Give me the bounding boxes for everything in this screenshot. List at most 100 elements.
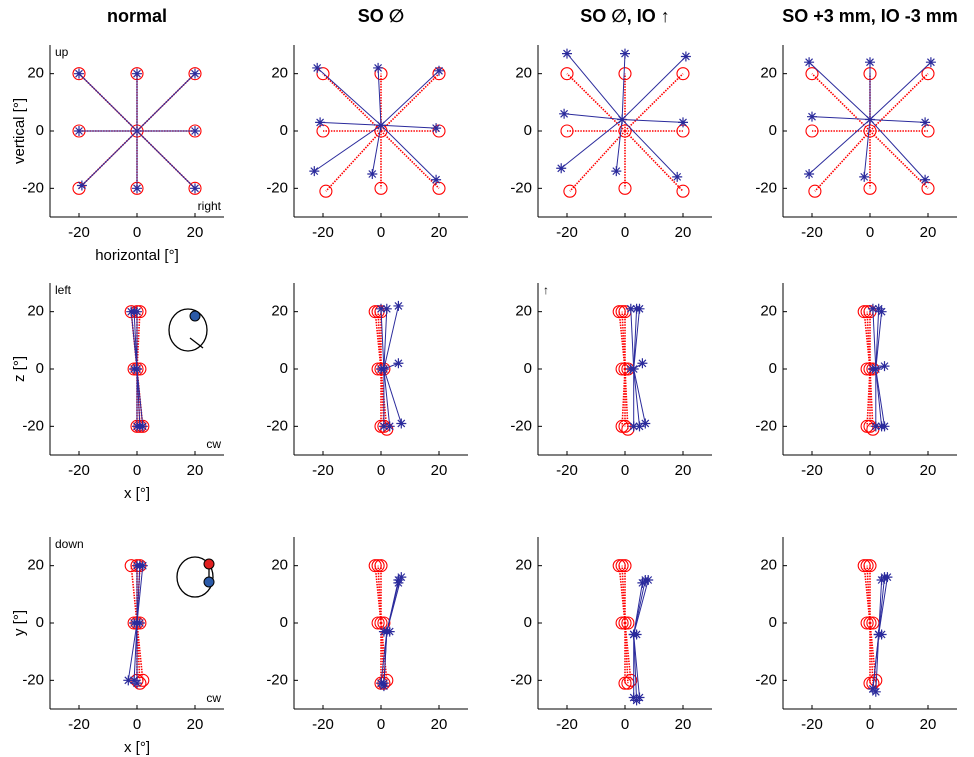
y-tick-label: 20 (760, 303, 777, 320)
star-marker (640, 418, 650, 428)
ray (314, 125, 381, 171)
star-marker (617, 115, 627, 125)
subplot-title: SO +3 mm, IO -3 mm (782, 6, 958, 26)
x-tick-label: 20 (675, 224, 692, 241)
x-tick-label: -20 (801, 716, 823, 733)
ray (82, 131, 137, 185)
ray (137, 74, 195, 131)
star-marker (434, 66, 444, 76)
star-marker (385, 627, 395, 637)
y-tick-label: 20 (271, 65, 288, 82)
y-tick-label: -20 (22, 179, 44, 196)
star-marker (926, 57, 936, 67)
star-marker (611, 166, 621, 176)
x-axis-label: x [°] (124, 739, 150, 756)
ray (631, 309, 634, 369)
eye-dot (204, 559, 214, 569)
x-tick-label: -20 (68, 224, 90, 241)
star-marker (877, 307, 887, 317)
x-tick-label: 0 (621, 224, 629, 241)
star-marker (678, 117, 688, 127)
ray (870, 120, 925, 180)
y-tick-label: -20 (755, 179, 777, 196)
star-marker (190, 69, 200, 79)
ray (876, 312, 882, 369)
y-tick-label: -20 (266, 179, 288, 196)
ray (622, 56, 686, 119)
y-tick-label: -20 (755, 671, 777, 688)
ray (622, 120, 683, 123)
ray (809, 120, 870, 174)
y-tick-label: -20 (266, 417, 288, 434)
ray (381, 131, 439, 188)
star-marker (132, 307, 142, 317)
y-tick-label: -20 (22, 671, 44, 688)
star-marker (804, 57, 814, 67)
x-tick-label: 0 (621, 716, 629, 733)
x-tick-label: 0 (866, 716, 874, 733)
star-marker (396, 418, 406, 428)
y-tick-label: 0 (280, 360, 288, 377)
ray (79, 74, 137, 131)
ray (634, 580, 649, 634)
ray (634, 369, 646, 423)
star-marker (379, 678, 389, 688)
x-tick-label: 0 (866, 224, 874, 241)
ray (137, 131, 195, 188)
ray (381, 71, 439, 125)
x-axis-label: horizontal [°] (95, 247, 179, 264)
x-tick-label: 20 (431, 716, 448, 733)
star-marker (807, 112, 817, 122)
subplot: -20020-20020SO ∅ (266, 6, 468, 241)
x-tick-label: -20 (68, 462, 90, 479)
ray (870, 62, 931, 119)
star-marker (132, 183, 142, 193)
star-marker (865, 115, 875, 125)
star-marker (859, 172, 869, 182)
ray (131, 566, 137, 623)
star-marker (877, 575, 887, 585)
x-tick-label: -20 (801, 462, 823, 479)
star-marker (920, 117, 930, 127)
x-axis-label: x [°] (124, 485, 150, 502)
star-marker (132, 678, 142, 688)
y-tick-label: 20 (515, 303, 532, 320)
star-marker (385, 421, 395, 431)
ray (381, 74, 439, 131)
ray (812, 74, 870, 131)
x-tick-label: 20 (675, 462, 692, 479)
star-marker (620, 49, 630, 59)
y-tick-label: 20 (760, 65, 777, 82)
y-tick-label: 0 (36, 360, 44, 377)
annotation: right (198, 199, 222, 213)
star-marker (77, 180, 87, 190)
x-tick-label: 20 (920, 224, 937, 241)
y-tick-label: -20 (510, 671, 532, 688)
ray (876, 369, 885, 426)
star-marker (382, 304, 392, 314)
y-tick-label: 20 (515, 557, 532, 574)
star-marker (373, 63, 383, 73)
ray (372, 125, 381, 174)
star-marker (135, 618, 145, 628)
eye-line (190, 338, 203, 348)
ray (625, 131, 683, 191)
page: {"chart_data": [ {"type": "scatter", "ti… (0, 0, 974, 757)
star-marker (632, 629, 642, 639)
star-marker (367, 169, 377, 179)
star-marker (312, 63, 322, 73)
ray (870, 131, 928, 188)
y-axis-label: z [°] (11, 356, 28, 382)
x-tick-label: 20 (920, 716, 937, 733)
star-marker (877, 629, 887, 639)
star-marker (138, 421, 148, 431)
star-marker (626, 364, 636, 374)
x-tick-label: 0 (133, 462, 141, 479)
star-marker (556, 163, 566, 173)
annotation: ↑ (543, 283, 549, 297)
annotation: up (55, 45, 69, 59)
star-marker (393, 358, 403, 368)
subplot: -20020-20020SO +3 mm, IO -3 mm (755, 6, 957, 241)
y-tick-label: 20 (271, 557, 288, 574)
